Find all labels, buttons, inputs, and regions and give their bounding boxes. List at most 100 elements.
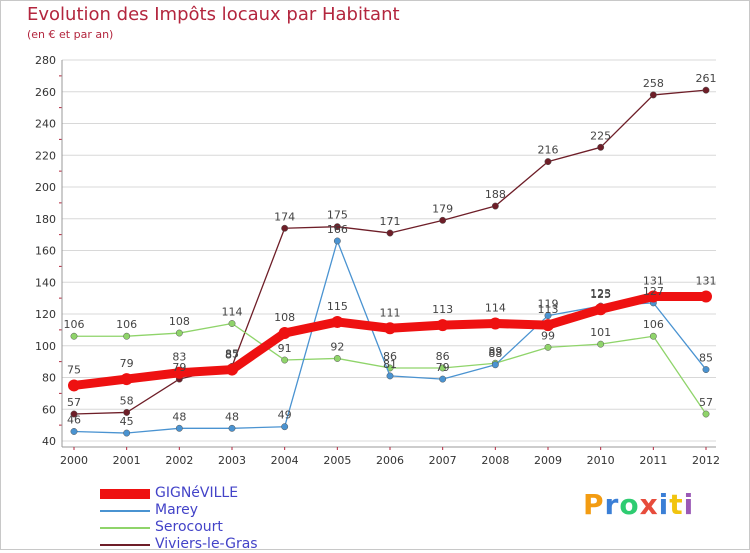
data-label: 131 [643, 275, 664, 288]
data-point [491, 361, 499, 369]
data-label: 127 [643, 285, 664, 298]
data-point [281, 356, 289, 364]
x-tick-label: 2011 [639, 454, 667, 467]
data-label: 123 [590, 287, 611, 300]
data-label: 114 [485, 302, 506, 315]
data-label: 48 [225, 410, 239, 423]
data-label: 57 [699, 396, 713, 409]
series-layer [68, 86, 712, 437]
y-tick-label: 280 [35, 54, 56, 67]
data-point [491, 202, 499, 210]
y-tick-label: 140 [35, 276, 56, 289]
data-label: 261 [696, 72, 717, 85]
data-label: 171 [380, 215, 401, 228]
data-point [700, 290, 712, 303]
data-label: 225 [590, 129, 611, 142]
data-label: 101 [590, 326, 611, 339]
data-label: 88 [488, 347, 502, 360]
data-label: 85 [225, 348, 239, 361]
data-labels-layer: 57 58 79 87 174 175 171 179 188 216 225 258 261 106 10… [64, 72, 717, 428]
data-label: 79 [172, 361, 186, 374]
legend-swatch [100, 527, 150, 529]
data-point [123, 429, 131, 437]
grid-lines [62, 59, 716, 442]
x-tick-label: 2007 [429, 454, 457, 467]
data-point [649, 91, 657, 99]
data-point [68, 379, 80, 392]
data-label: 58 [120, 394, 134, 407]
legend-label: GIGNéVILLE [155, 485, 239, 501]
x-tick-label: 2012 [692, 454, 720, 467]
y-tick-label: 60 [42, 403, 56, 416]
data-label: 113 [432, 303, 453, 316]
data-point [489, 317, 502, 330]
legend-swatch [100, 544, 150, 546]
data-point [331, 315, 344, 328]
data-label: 131 [696, 275, 717, 288]
data-point [544, 343, 552, 351]
x-tick-label: 2008 [481, 454, 509, 467]
data-label: 175 [327, 209, 348, 222]
y-tick-label: 200 [35, 181, 56, 194]
data-point [70, 332, 78, 340]
data-label: 91 [278, 342, 292, 355]
logo-letter: t [669, 488, 684, 521]
data-point [649, 332, 657, 340]
data-label: 188 [485, 188, 506, 201]
series-line [73, 240, 707, 434]
legend-swatch [100, 489, 150, 499]
x-tick-label: 2003 [218, 454, 246, 467]
data-point [386, 372, 394, 380]
data-point [123, 332, 131, 340]
data-label: 57 [67, 396, 81, 409]
x-tick-label: 2002 [165, 454, 193, 467]
data-label: 89 [488, 345, 502, 358]
data-point [333, 355, 341, 362]
x-tick-label: 2009 [534, 454, 562, 467]
data-point [173, 366, 186, 379]
data-label: 85 [699, 352, 713, 365]
data-label: 114 [222, 306, 243, 319]
data-label: 86 [383, 350, 397, 363]
y-tick-label: 240 [35, 118, 56, 131]
data-label: 106 [64, 318, 85, 331]
data-label: 216 [538, 144, 559, 157]
data-point [542, 319, 554, 332]
data-label: 106 [643, 318, 664, 331]
data-point [333, 237, 341, 245]
data-point [647, 290, 660, 303]
y-tick-label: 100 [35, 340, 56, 353]
data-point [278, 327, 291, 340]
data-point [226, 363, 238, 376]
data-point [70, 410, 78, 418]
y-tick-label: 220 [35, 149, 56, 162]
logo-letter: i [658, 488, 670, 521]
data-label: 75 [67, 363, 81, 376]
data-point [120, 373, 133, 386]
data-label: 86 [436, 350, 450, 363]
data-point [70, 428, 78, 435]
legend-label: Viviers-le-Gras [155, 536, 258, 552]
data-point [123, 408, 131, 416]
data-label: 79 [436, 361, 450, 374]
data-label: 46 [67, 413, 81, 426]
x-tick-label: 2010 [587, 454, 615, 467]
chart-subtitle: (en € et par an) [27, 28, 114, 41]
data-label: 92 [330, 340, 344, 353]
proxiti-logo: Proxiti [583, 488, 694, 521]
data-point [702, 86, 710, 94]
logo-letter: i [683, 488, 695, 521]
data-label: 115 [327, 300, 348, 313]
legend-label: Marey [155, 502, 199, 518]
data-point [386, 229, 394, 237]
data-label: 258 [643, 77, 664, 90]
y-tick-label: 260 [35, 86, 56, 99]
logo-letter: o [619, 488, 640, 521]
data-label: 179 [432, 202, 453, 215]
data-point [281, 423, 289, 431]
y-tick-label: 80 [42, 372, 56, 385]
data-point [384, 322, 396, 335]
data-label: 174 [274, 210, 295, 223]
data-label: 83 [172, 351, 186, 364]
